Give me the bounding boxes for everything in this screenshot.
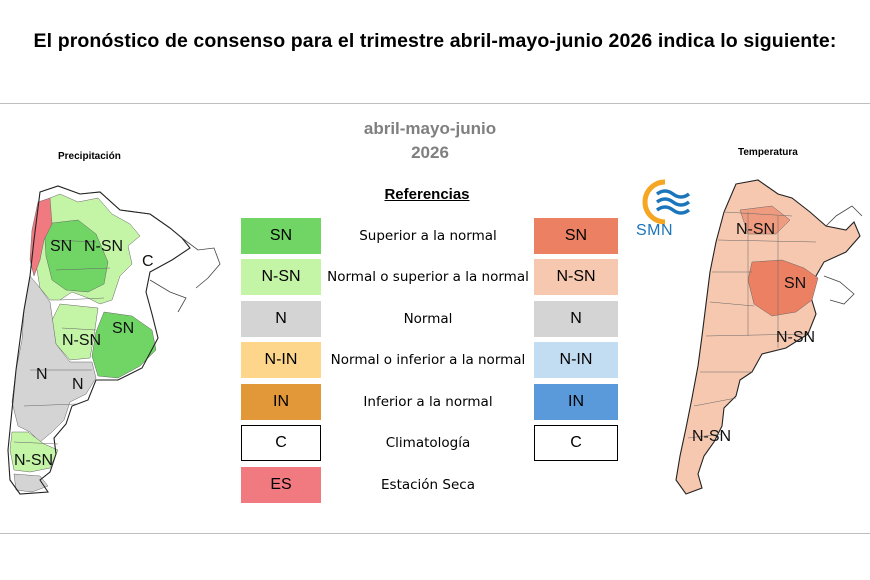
bottom-divider — [0, 533, 870, 534]
region-sn-north — [43, 219, 109, 293]
neighbor-border-line — [823, 275, 855, 305]
legend-label: Inferior a la normal — [363, 394, 493, 410]
precip-swatch: IN — [241, 384, 321, 420]
legend-row: IN Inferior a la normal IN — [0, 384, 870, 422]
precip-label: SN — [112, 320, 134, 337]
legend-row: N Normal N — [0, 301, 870, 339]
temp-swatch: N — [534, 301, 618, 337]
legend-row: SN Superior a la normal SN — [0, 218, 870, 256]
precip-swatch: N-IN — [241, 342, 321, 378]
precip-swatch: C — [241, 425, 321, 461]
legend-label: Normal o superior a la normal — [327, 269, 529, 285]
temp-swatch: SN — [534, 218, 618, 254]
top-divider — [0, 103, 870, 104]
precipitation-map-title: Precipitación — [58, 151, 121, 162]
temp-label: N-SN — [692, 428, 731, 445]
legend-label: Normal — [403, 311, 453, 327]
precipitation-map: SN N-SN C N-SN SN N N N-SN — [7, 185, 221, 495]
precip-label: N-SN — [84, 238, 123, 255]
legend-row: ES Estación Seca — [0, 467, 870, 505]
legend-label: Superior a la normal — [359, 228, 497, 244]
region-sn-temp — [747, 259, 819, 317]
province-border-line — [13, 239, 111, 445]
temp-swatch: N-IN — [534, 342, 618, 378]
region-sn-temp-north — [739, 205, 791, 235]
forecast-period: abril-mayo-junio 2026 — [310, 117, 550, 165]
precip-swatch: N — [241, 301, 321, 337]
region-es — [29, 197, 53, 277]
province-border-line — [747, 212, 779, 348]
temperature-map-title: Temperatura — [738, 147, 798, 158]
precip-label: SN — [50, 238, 72, 255]
precip-swatch: SN — [241, 218, 321, 254]
legend-label: Normal o inferior a la normal — [330, 352, 526, 368]
legend-label: Estación Seca — [381, 477, 475, 493]
precip-label: N-SN — [62, 332, 101, 349]
region-sn-east — [91, 311, 157, 379]
legend-row: N-SN Normal o superior a la normal N-SN — [0, 259, 870, 297]
temp-swatch: N-SN — [534, 259, 618, 295]
temp-label: SN — [784, 275, 806, 292]
temp-swatch: C — [534, 425, 618, 461]
precip-label: N-SN — [14, 452, 53, 469]
precip-swatch: ES — [241, 467, 321, 503]
forecast-period-months: abril-mayo-junio — [363, 119, 497, 138]
temp-swatch: IN — [534, 384, 618, 420]
temp-label: N-SN — [736, 221, 775, 238]
argentina-outline — [7, 185, 191, 495]
precip-label: N — [72, 376, 84, 393]
neighbor-border-line — [149, 279, 187, 313]
neighbor-border-line — [825, 205, 863, 227]
precip-label: N — [36, 366, 48, 383]
temperature-map: N-SN SN N-SN N-SN — [675, 179, 863, 495]
region-nsn-south — [9, 431, 59, 473]
temp-label: N-SN — [776, 329, 815, 346]
precip-label: C — [142, 253, 154, 270]
legend-row: N-IN Normal o inferior a la normal N-IN — [0, 342, 870, 380]
precip-swatch: N-SN — [241, 259, 321, 295]
smn-logo-text: SMN — [636, 222, 674, 239]
region-nsn-temp — [675, 179, 861, 495]
smn-sun-wave-icon — [642, 179, 691, 225]
province-border-line — [687, 211, 817, 439]
legend-row: C Climatología C — [0, 425, 870, 463]
legend-title: Referencias — [384, 186, 470, 203]
forecast-period-year: 2026 — [411, 143, 449, 162]
legend-label: Climatología — [385, 435, 471, 451]
page-headline: El pronóstico de consenso para el trimes… — [33, 30, 837, 52]
neighbor-border-line — [181, 237, 221, 289]
